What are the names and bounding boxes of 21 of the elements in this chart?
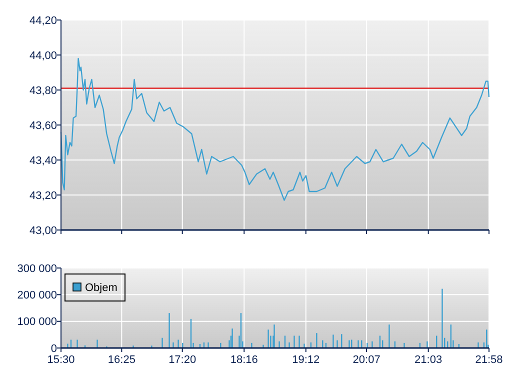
x-tick-label: 21:03 [414, 354, 442, 366]
y-tick-label: 0 [50, 342, 57, 355]
y-tick-label: 44,00 [29, 50, 57, 62]
y-tick-label: 100 000 [17, 316, 57, 328]
x-tick-label: 20:07 [352, 354, 380, 366]
y-tick-label: 43,20 [29, 190, 57, 202]
line-series [60, 58, 490, 201]
y-tick-label: 300 000 [17, 262, 57, 275]
legend-label: Objem [85, 282, 118, 294]
y-tick-label: 43,00 [29, 224, 57, 237]
x-tick-label: 18:16 [230, 354, 258, 366]
y-tick-label: 44,20 [29, 14, 57, 27]
y-tick-label: 200 000 [17, 290, 57, 302]
x-tick-label: 17:20 [168, 354, 196, 366]
x-tick-label: 21:58 [475, 354, 503, 366]
x-tick-label: 19:12 [292, 354, 320, 366]
y-tick-label: 43,60 [29, 120, 57, 132]
y-tick-label: 43,40 [29, 154, 57, 167]
x-tick-label: 16:25 [108, 354, 136, 366]
y-tick-label: 43,80 [29, 84, 57, 97]
x-tick-label: 15:30 [47, 354, 75, 366]
